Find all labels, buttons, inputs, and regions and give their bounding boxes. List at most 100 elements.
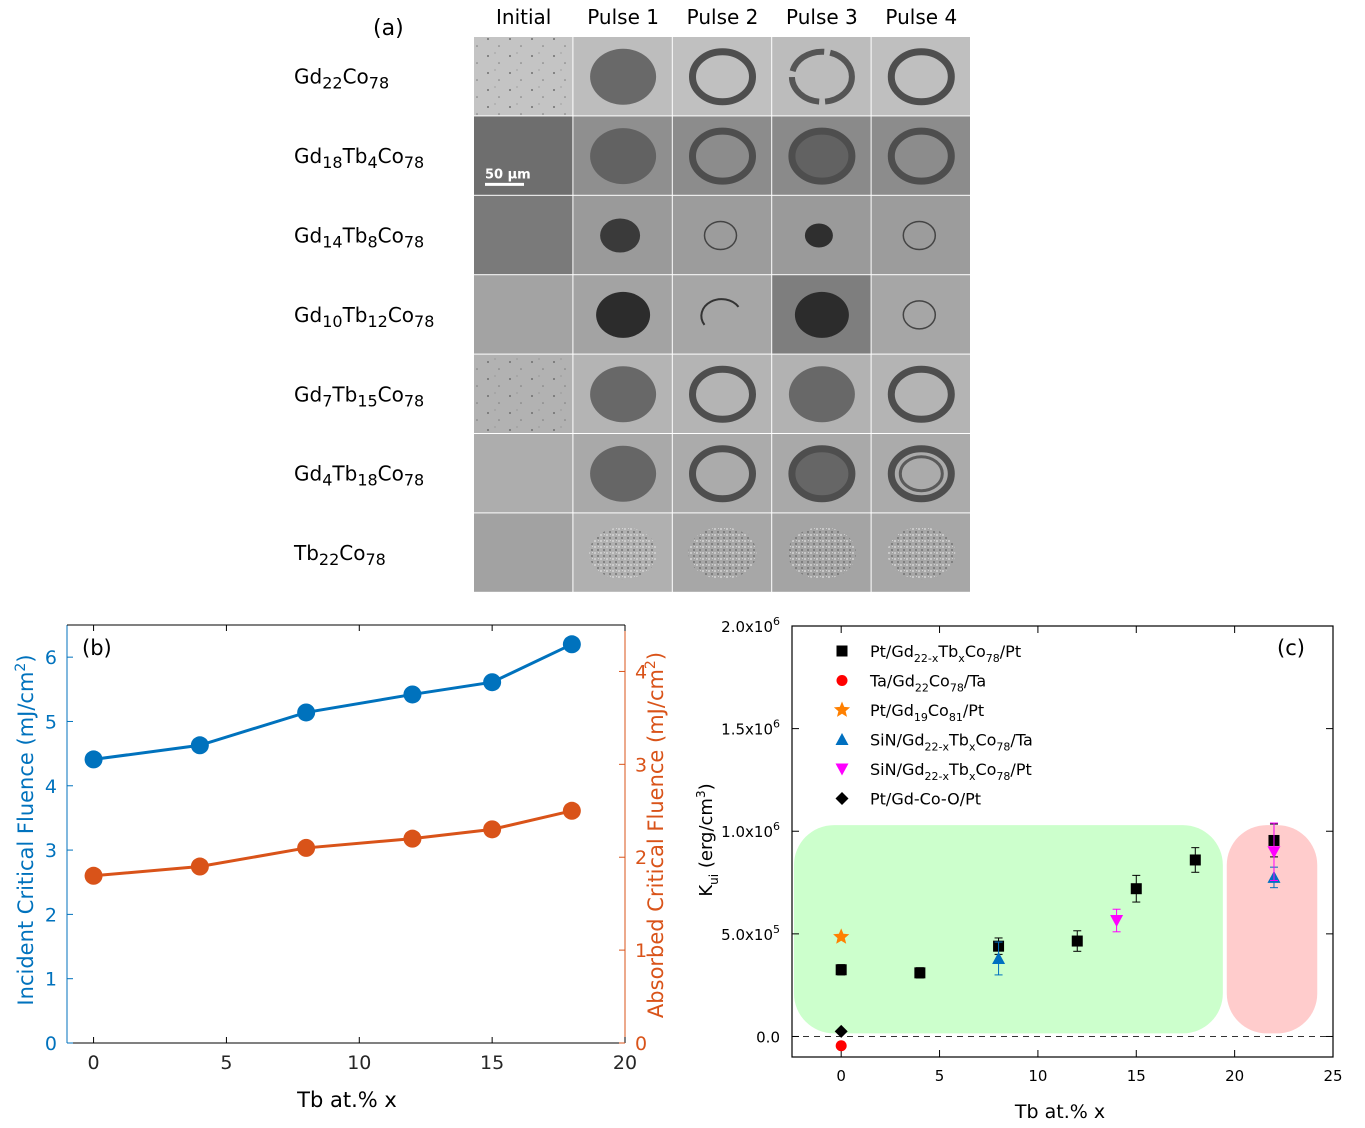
formula-element: Gd [294,382,322,406]
panel-b-ylabel-left: Incident Critical Fluence (mJ/cm2) [13,654,38,1005]
x-tick-label: 5 [220,1052,232,1074]
legend-subscript: 78 [986,652,1000,665]
kerr-image-tile [672,116,772,195]
legend-label-1: Ta/Gd22Co78/Ta [869,672,986,695]
formula-element: Gd [294,144,322,168]
switched-domain [788,128,855,185]
formula-subscript: 18 [322,153,342,172]
kerr-image-tile [672,37,772,116]
switched-ring [902,300,937,330]
kerr-image-tile [474,195,573,275]
data-point [403,829,422,848]
x-tick-label: 0 [88,1052,100,1074]
panel-c-ylabel: Kui (erg/cm3) [694,783,721,896]
marker-triangle [992,951,1006,964]
data-point [483,673,502,692]
formula-subscript: 4 [322,471,332,490]
y-tick-exponent: 5 [773,923,780,936]
data-point [190,857,209,876]
kerr-image-tile [474,513,573,592]
legend-label-4: SiN/Gd22-xTbxCo78/Pt [870,760,1032,783]
formula-element: Co [378,462,404,486]
data-point [403,685,422,704]
formula-subscript: 22 [322,74,342,93]
legend-subscript: x [958,652,965,665]
legend-text: Tb [948,760,969,779]
legend-text: Co [928,701,949,720]
switched-domain [804,223,833,248]
x-tick-label: 20 [613,1052,637,1074]
formula-element: Co [378,382,404,406]
switched-ring [788,445,856,503]
switched-domain [788,366,855,423]
formula-subscript: 78 [365,550,385,569]
tile-texture [474,37,573,116]
legend-text: SiN/Gd [870,760,925,779]
y-tick-label: 5.0x105 [721,923,780,944]
x-tick-label: 10 [1028,1067,1047,1085]
data-point [84,866,103,885]
legend-subscript: 22-x [925,770,950,783]
panel-b-chart: (b) Tb at.% x Incident Critical Fluence … [13,624,668,1112]
formula-subscript: 78 [414,312,434,331]
formula-element: Tb [342,224,368,248]
kerr-image-tile [871,116,970,195]
legend-text: Pt/Gd [870,642,914,661]
kerr-image-tile [672,354,772,433]
legend-subscript: 78 [996,770,1010,783]
legend-text: /Pt [1010,760,1031,779]
y-tick-label: 1.0x106 [721,820,780,841]
formula-subscript: 7 [322,391,332,410]
switched-domain [600,218,641,253]
switched-arc [700,298,740,326]
marker-square [914,967,926,979]
switched-domain [590,366,657,423]
kerr-image-tile [672,513,772,592]
formula-subscript: 78 [404,233,424,252]
legend-text: Tb [948,731,969,750]
kerr-image-tile [772,434,871,513]
switched-ring [887,445,955,503]
speckle-region [787,527,856,580]
highlight-region-1 [1226,825,1318,1034]
speckle-region [688,527,757,580]
y-tick-label: 1.5x106 [721,718,780,739]
panel-b-ylabel-right: Absorbed Critical Fluence (mJ/cm2) [643,652,668,1018]
left-y-tick-label: 4 [45,776,57,798]
legend-text: Ta/Gd [869,672,915,691]
legend-label-0: Pt/Gd22-xTbxCo78/Pt [870,642,1021,665]
formula-subscript: 18 [357,471,377,490]
legend-subscript: 78 [996,741,1010,754]
row-label-5: Gd4Tb18Co78 [294,462,424,490]
legend-text: Co [975,731,996,750]
formula-element: Tb [331,382,357,406]
tile-background [871,195,970,275]
marker-triangle-down [1110,915,1124,928]
kerr-image-tile [474,434,573,513]
switched-ring [887,48,955,106]
column-header-4: Pulse 4 [885,5,957,29]
left-y-tick-label: 3 [45,840,57,862]
formula-subscript: 8 [367,233,377,252]
inner-ring [898,455,944,493]
x-tick-label: 15 [480,1052,504,1074]
formula-subscript: 10 [322,312,342,331]
formula-subscript: 78 [404,471,424,490]
kerr-image-tile [871,275,970,354]
tile-background [474,434,573,513]
kerr-image-tile [871,37,970,116]
speckle-region [887,527,956,580]
kerr-image-tile [672,275,772,354]
left-y-tick-label: 6 [45,647,57,669]
marker-square [835,964,847,976]
formula-subscript: 78 [404,391,424,410]
legend-text: /Pt [1000,642,1021,661]
x-tick-label: 10 [347,1052,371,1074]
x-tick-label: 0 [836,1067,846,1085]
kerr-image-tile [573,354,672,433]
switched-ring [887,365,955,423]
formula-subscript: 78 [369,74,389,93]
formula-element: Tb [331,462,357,486]
formula-element: Co [343,65,369,89]
